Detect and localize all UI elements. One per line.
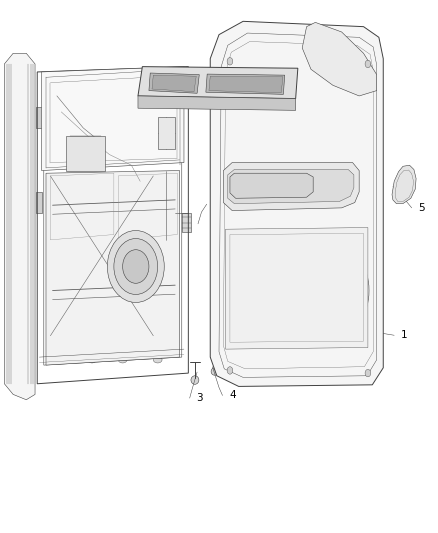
Text: 4: 4 [229, 391, 236, 400]
Ellipse shape [107, 230, 164, 303]
Polygon shape [228, 169, 354, 204]
Text: 2: 2 [257, 65, 264, 75]
Ellipse shape [123, 249, 149, 284]
Ellipse shape [64, 198, 72, 207]
Polygon shape [149, 73, 199, 93]
Ellipse shape [365, 60, 371, 68]
Polygon shape [152, 75, 196, 92]
Ellipse shape [227, 58, 233, 65]
Polygon shape [209, 76, 283, 93]
Polygon shape [206, 74, 285, 94]
Ellipse shape [153, 357, 162, 363]
Ellipse shape [227, 367, 233, 374]
Polygon shape [138, 67, 298, 99]
Ellipse shape [299, 244, 367, 337]
Polygon shape [46, 171, 180, 365]
Ellipse shape [114, 239, 158, 294]
Polygon shape [392, 165, 416, 204]
Ellipse shape [88, 357, 96, 363]
Bar [36, 107, 42, 128]
Polygon shape [226, 228, 368, 349]
Polygon shape [210, 21, 383, 386]
Ellipse shape [57, 357, 66, 363]
Ellipse shape [91, 218, 102, 230]
Polygon shape [302, 22, 377, 96]
Ellipse shape [191, 376, 199, 384]
Text: 3: 3 [196, 393, 203, 403]
Bar [158, 117, 175, 149]
Polygon shape [42, 67, 184, 171]
Bar [66, 136, 105, 171]
Text: 1: 1 [401, 330, 407, 340]
Polygon shape [230, 173, 313, 198]
Polygon shape [223, 163, 359, 211]
Text: 5: 5 [418, 203, 425, 213]
Polygon shape [138, 96, 296, 110]
Ellipse shape [110, 188, 118, 196]
Ellipse shape [118, 357, 127, 363]
Text: 6: 6 [213, 199, 220, 209]
Polygon shape [4, 53, 35, 400]
Bar [182, 213, 191, 232]
Bar [36, 192, 42, 213]
Ellipse shape [211, 368, 218, 375]
Ellipse shape [365, 369, 371, 377]
